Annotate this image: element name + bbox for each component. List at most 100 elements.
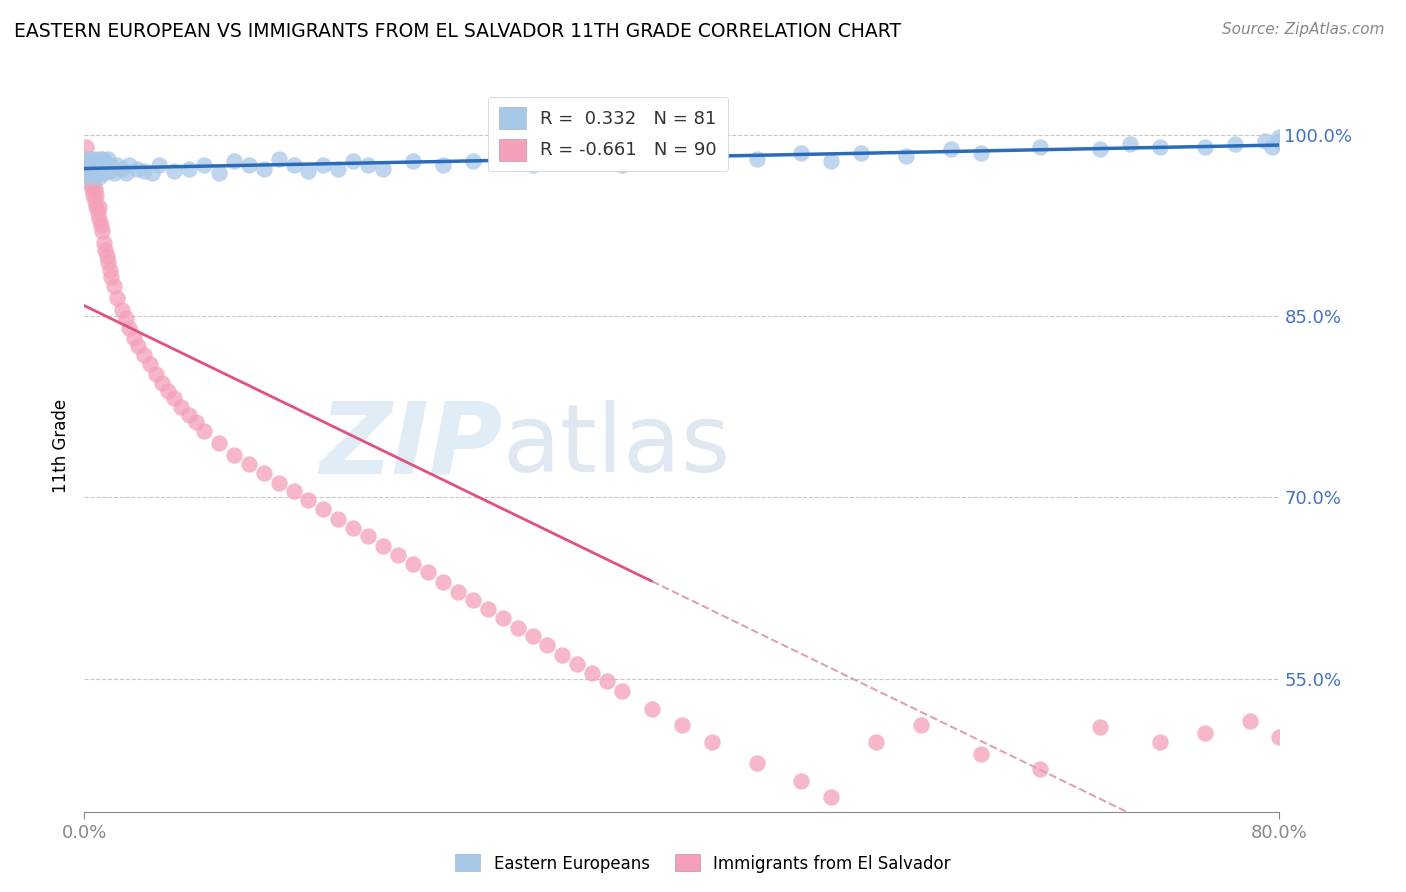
Point — [432, 158, 454, 172]
Point — [671, 717, 693, 731]
Point — [83, 194, 105, 209]
Point — [522, 629, 544, 643]
Point — [77, 169, 100, 184]
Point — [1329, 738, 1351, 752]
Point — [939, 142, 962, 156]
Point — [79, 164, 101, 178]
Text: Source: ZipAtlas.com: Source: ZipAtlas.com — [1222, 22, 1385, 37]
Point — [111, 161, 134, 176]
Point — [283, 158, 305, 172]
Point — [96, 249, 118, 263]
Point — [1239, 714, 1261, 728]
Point — [581, 665, 603, 680]
Point — [80, 152, 103, 166]
Point — [1194, 726, 1216, 740]
Point — [253, 466, 276, 480]
Point — [865, 734, 887, 748]
Point — [118, 158, 141, 172]
Point — [111, 303, 134, 318]
Point — [93, 236, 115, 251]
Point — [297, 492, 319, 507]
Point — [127, 339, 149, 353]
Point — [1388, 734, 1406, 748]
Point — [132, 164, 156, 178]
Point — [402, 557, 425, 571]
Point — [745, 756, 768, 771]
Point — [328, 161, 350, 176]
Point — [208, 166, 231, 180]
Point — [581, 152, 603, 166]
Point — [477, 601, 499, 615]
Point — [492, 152, 515, 166]
Point — [94, 243, 117, 257]
Point — [700, 149, 723, 163]
Point — [970, 747, 993, 761]
Point — [80, 169, 103, 184]
Point — [373, 539, 395, 553]
Point — [75, 158, 97, 172]
Point — [82, 164, 104, 178]
Point — [89, 200, 111, 214]
Point — [596, 674, 619, 689]
Point — [1119, 137, 1142, 152]
Point — [91, 152, 114, 166]
Point — [98, 164, 121, 178]
Point — [1268, 730, 1291, 744]
Point — [87, 166, 110, 180]
Point — [328, 512, 350, 526]
Point — [1268, 134, 1291, 148]
Point — [894, 149, 917, 163]
Point — [745, 152, 768, 166]
Point — [1149, 140, 1171, 154]
Point — [1253, 134, 1275, 148]
Point — [118, 321, 141, 335]
Point — [79, 154, 101, 169]
Point — [186, 416, 208, 430]
Point — [357, 529, 380, 543]
Point — [387, 549, 409, 563]
Point — [373, 161, 395, 176]
Point — [105, 158, 128, 172]
Point — [641, 152, 664, 166]
Point — [157, 384, 180, 398]
Point — [267, 152, 290, 166]
Point — [76, 164, 98, 178]
Point — [790, 145, 813, 160]
Point — [82, 178, 104, 193]
Point — [222, 448, 245, 462]
Point — [83, 166, 105, 180]
Point — [83, 182, 105, 196]
Point — [76, 152, 98, 166]
Point — [163, 164, 186, 178]
Point — [77, 169, 100, 184]
Point — [1261, 140, 1284, 154]
Point — [1268, 130, 1291, 145]
Point — [551, 154, 574, 169]
Point — [416, 566, 439, 580]
Point — [79, 166, 101, 180]
Point — [77, 158, 100, 172]
Point — [86, 161, 108, 176]
Point — [94, 154, 117, 169]
Point — [76, 164, 98, 178]
Point — [103, 166, 125, 180]
Point — [208, 436, 231, 450]
Point — [297, 164, 319, 178]
Point — [97, 254, 120, 268]
Point — [150, 376, 173, 390]
Point — [80, 182, 103, 196]
Point — [612, 683, 634, 698]
Point — [1298, 747, 1320, 761]
Point — [86, 200, 108, 214]
Point — [91, 224, 114, 238]
Point — [522, 158, 544, 172]
Point — [82, 157, 104, 171]
Point — [105, 291, 128, 305]
Point — [177, 408, 200, 422]
Text: EASTERN EUROPEAN VS IMMIGRANTS FROM EL SALVADOR 11TH GRADE CORRELATION CHART: EASTERN EUROPEAN VS IMMIGRANTS FROM EL S… — [14, 22, 901, 41]
Point — [82, 188, 104, 202]
Point — [177, 161, 200, 176]
Point — [790, 774, 813, 789]
Point — [132, 348, 156, 362]
Point — [1194, 140, 1216, 154]
